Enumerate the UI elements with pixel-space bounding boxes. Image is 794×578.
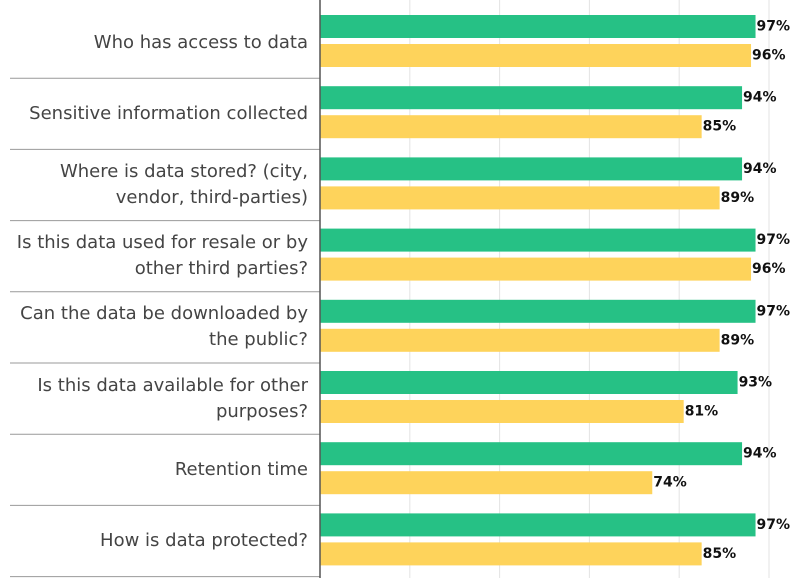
bar bbox=[320, 299, 756, 323]
value-label: 96% bbox=[752, 261, 786, 277]
value-label: 81% bbox=[685, 404, 719, 420]
category-label: Is this data used for resale or by other… bbox=[16, 232, 308, 280]
value-label: 94% bbox=[743, 161, 777, 177]
value-label: 74% bbox=[653, 475, 687, 491]
value-label: 89% bbox=[721, 332, 755, 348]
bar bbox=[320, 186, 720, 210]
category-label: How is data protected? bbox=[100, 529, 308, 551]
bar bbox=[320, 157, 743, 181]
bar bbox=[320, 115, 702, 139]
bar bbox=[320, 400, 684, 423]
bar bbox=[320, 513, 756, 537]
value-label: 97% bbox=[757, 303, 791, 319]
category-label: Who has access to data bbox=[93, 31, 308, 53]
value-label: 85% bbox=[703, 119, 737, 135]
category-label: Retention time bbox=[174, 458, 308, 480]
category-label: Sensitive information collected bbox=[29, 102, 308, 124]
bar bbox=[320, 86, 743, 110]
bar bbox=[320, 257, 752, 281]
bar bbox=[320, 471, 653, 495]
category-label: Where is data stored? (city, vendor, thi… bbox=[59, 160, 308, 208]
value-label: 94% bbox=[743, 446, 777, 462]
value-label: 97% bbox=[757, 517, 791, 533]
value-label: 89% bbox=[721, 190, 755, 206]
category-label: Is this data available for other purpose… bbox=[37, 374, 308, 422]
category-label: Can the data be downloaded by the public… bbox=[20, 303, 308, 351]
value-label: 97% bbox=[757, 232, 791, 248]
bar bbox=[320, 371, 738, 394]
bar bbox=[320, 442, 743, 466]
bar bbox=[320, 44, 752, 67]
value-label: 97% bbox=[757, 19, 791, 35]
value-label: 93% bbox=[739, 375, 773, 391]
bar bbox=[320, 228, 756, 252]
bar bbox=[320, 542, 702, 566]
value-label: 85% bbox=[703, 546, 737, 562]
value-label: 96% bbox=[752, 48, 786, 64]
bar bbox=[320, 15, 756, 38]
bar bbox=[320, 328, 720, 352]
value-label: 94% bbox=[743, 90, 777, 106]
